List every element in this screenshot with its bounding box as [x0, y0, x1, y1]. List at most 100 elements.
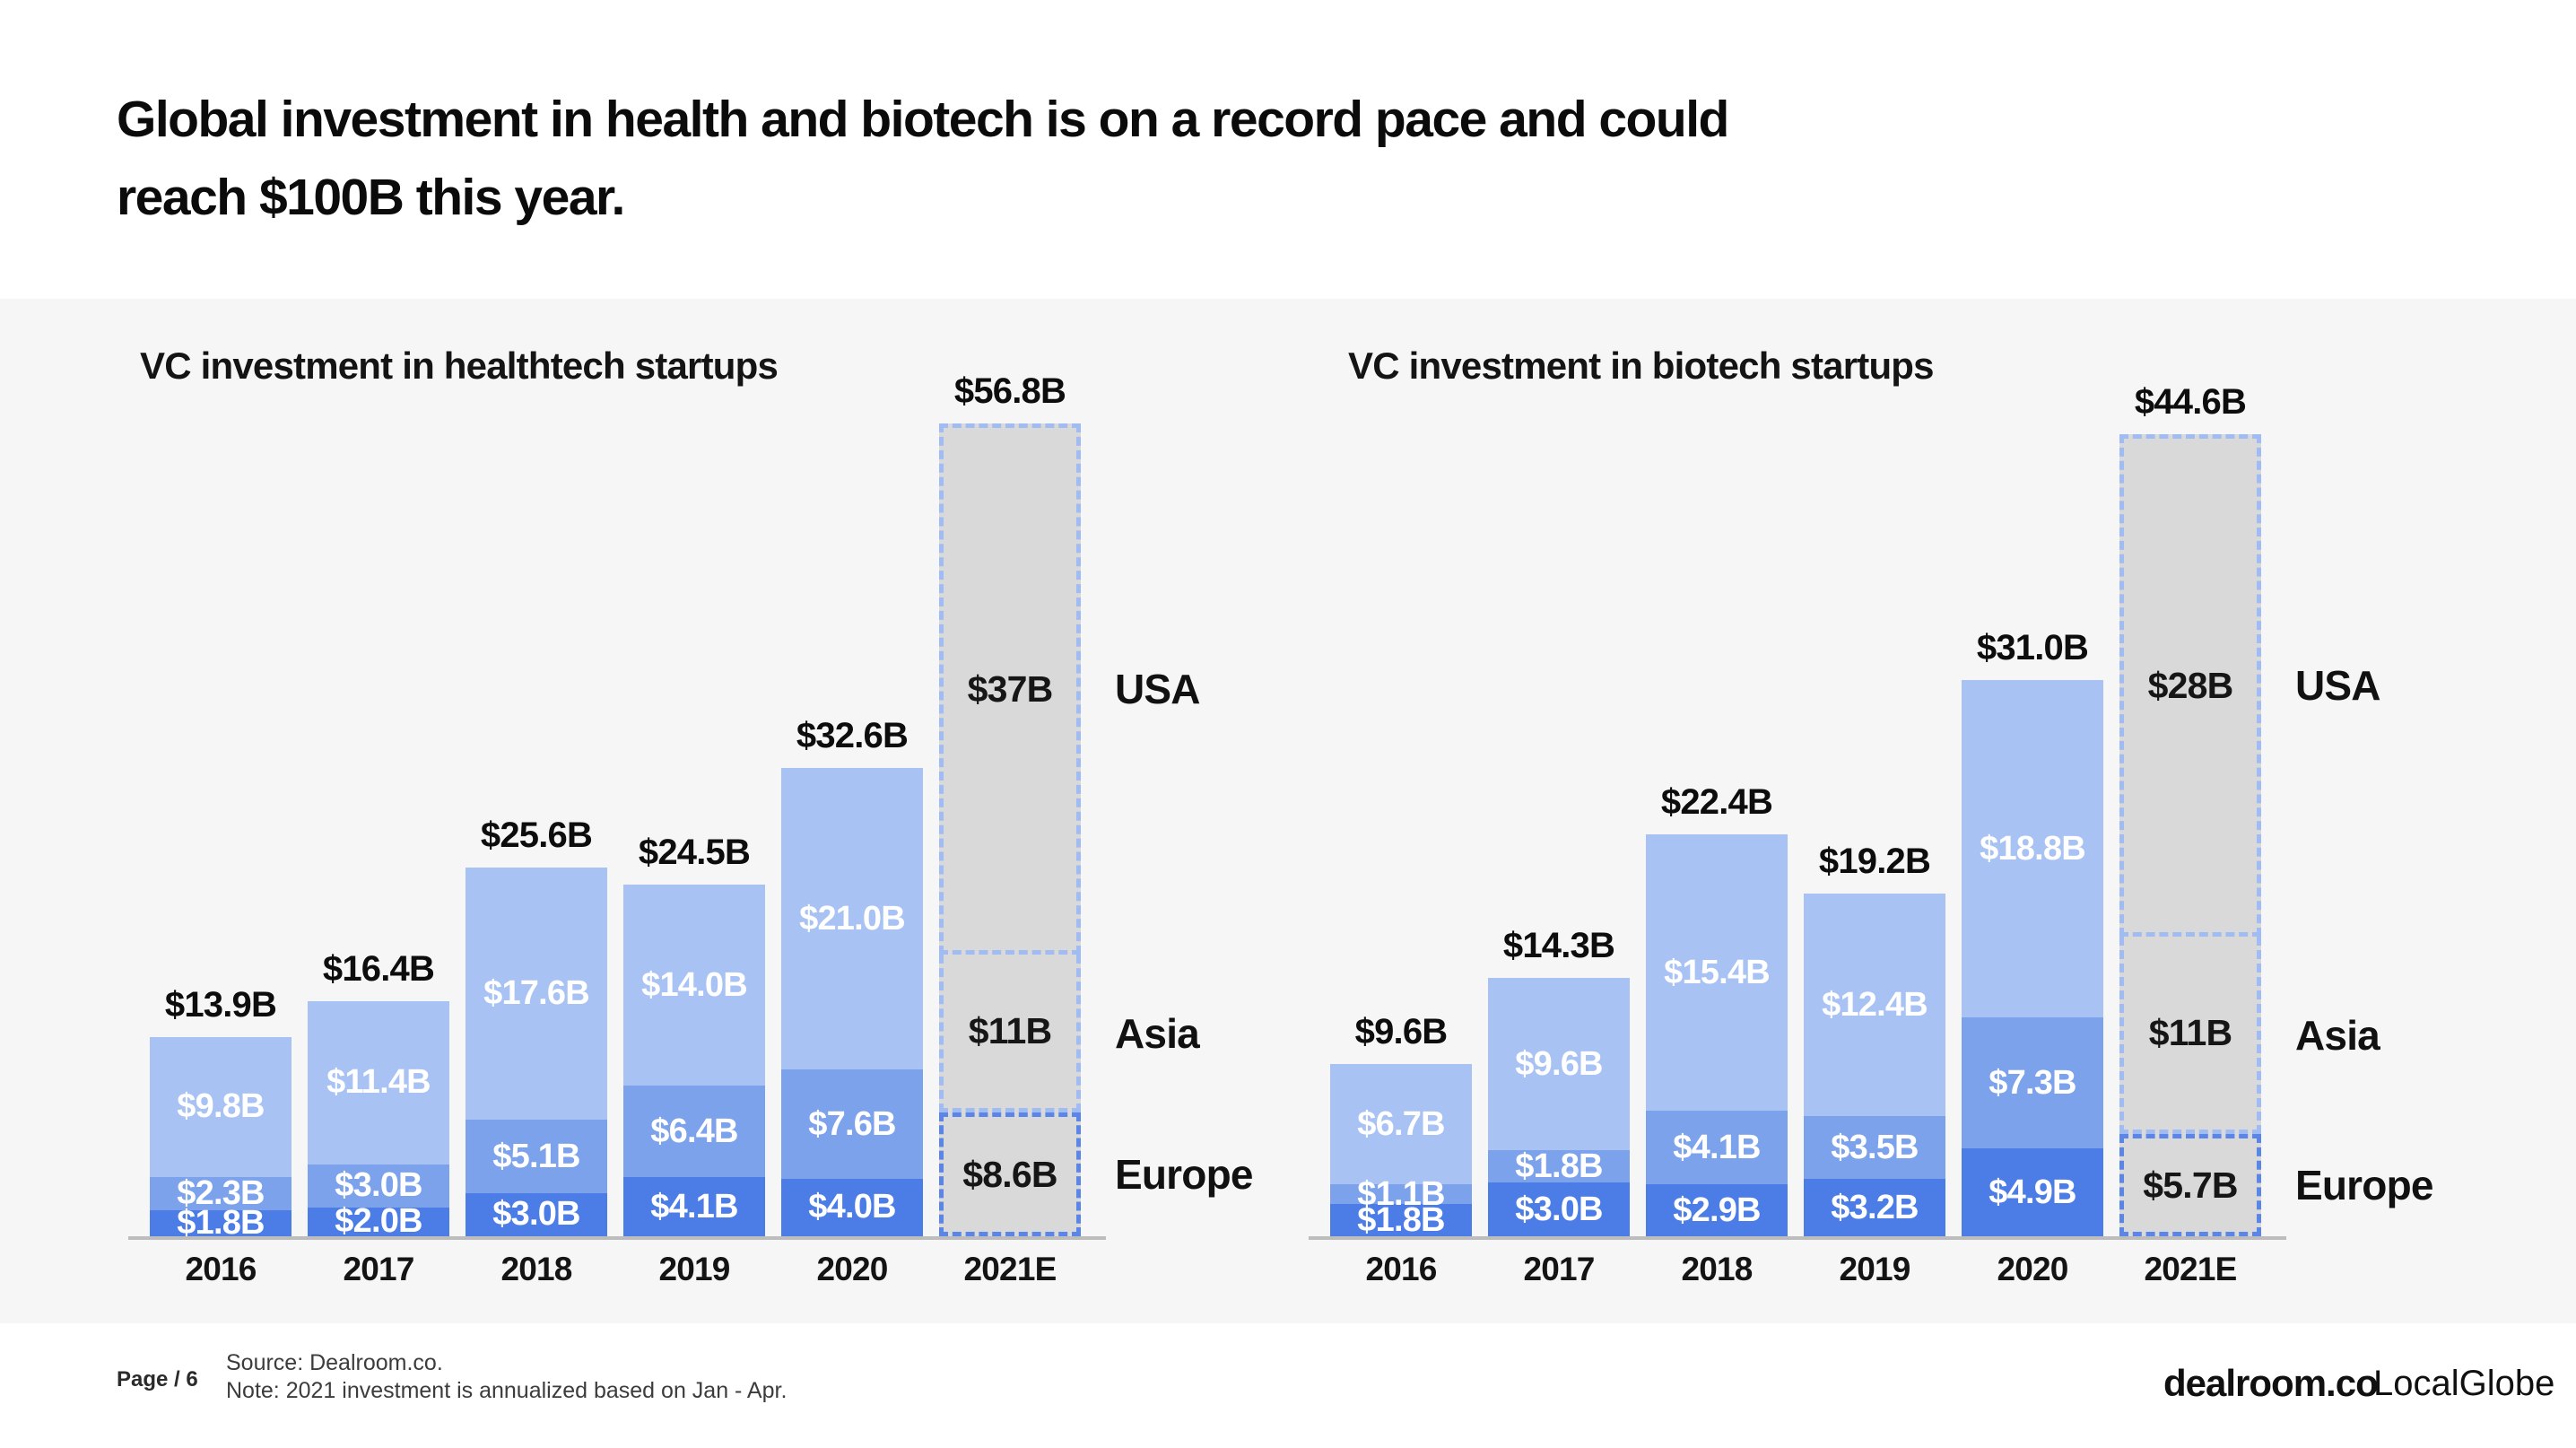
region-label-asia: Asia [1115, 1010, 1200, 1058]
bar-segment-usa: $37B [939, 423, 1081, 955]
region-label-europe: Europe [2295, 1162, 2433, 1208]
source-block: Source: Dealroom.co. Note: 2021 investme… [226, 1349, 787, 1405]
bar-total-label: $22.4B [1660, 782, 1773, 822]
bar-segment-europe: $1.8B [1330, 1201, 1472, 1239]
bar-2017: $9.6B $1.8B $3.0B [1488, 978, 1630, 1236]
axis-line-healthtech [128, 1236, 1106, 1240]
segment-value-label: $8.6B [962, 1153, 1057, 1195]
region-label-usa: USA [2295, 662, 2381, 709]
chart-title-healthtech: VC investment in healthtech startups [140, 345, 779, 387]
axis-line-biotech [1309, 1236, 2286, 1240]
year-label-2019: 2019 [658, 1251, 730, 1287]
bar-2016: $6.7B $1.1B $1.8B [1330, 1064, 1472, 1239]
segment-value-label: $9.6B [1515, 1044, 1603, 1083]
bar-total-label: $56.8B [953, 371, 1066, 412]
segment-value-label: $17.6B [483, 974, 590, 1013]
bar-2017: $11.4B $3.0B $2.0B [308, 1000, 449, 1240]
region-label-usa: USA [1115, 666, 1201, 713]
bar-total-label: $31.0B [1976, 628, 2089, 667]
segment-value-label: $7.6B [808, 1104, 896, 1143]
bar-segment-asia: $2.3B [150, 1174, 292, 1213]
segment-value-label: $37B [967, 667, 1054, 710]
segment-value-label: $18.8B [1980, 829, 2086, 868]
bar-segment-usa: $18.8B [1962, 680, 2103, 1017]
source-note: Source: Dealroom.co. [226, 1350, 443, 1375]
year-label-2017: 2017 [343, 1251, 414, 1287]
bar-segment-usa: $17.6B [466, 867, 607, 1121]
bar-segment-asia: $11B [2119, 937, 2261, 1134]
region-label-europe: Europe [1115, 1151, 1253, 1199]
region-label-asia: Asia [2295, 1012, 2380, 1059]
segment-value-label: $4.1B [650, 1187, 738, 1226]
bar-segment-asia: $7.6B [781, 1069, 923, 1179]
segment-value-label: $11B [968, 1010, 1052, 1052]
bar-segment-europe: $2.9B [1646, 1184, 1788, 1236]
bar-segment-europe: $8.6B [939, 1112, 1081, 1236]
bar-segment-usa: $11.4B [308, 1000, 449, 1165]
chart-title-biotech: VC investment in biotech startups [1348, 345, 1935, 387]
segment-value-label: $1.8B [177, 1204, 265, 1243]
segment-value-label: $7.3B [1989, 1063, 2076, 1102]
bar-2018: $17.6B $5.1B $3.0B [466, 867, 607, 1236]
bar-total-label: $16.4B [322, 948, 435, 989]
bar-segment-asia: $11B [939, 955, 1081, 1113]
year-label-2021e: 2021E [963, 1251, 1057, 1287]
bar-segment-europe: $3.0B [466, 1192, 607, 1236]
estimate-bar-2021e: $28B $11B $5.7B [2119, 434, 2261, 1236]
segment-value-label: $2.0B [335, 1202, 422, 1241]
bar-2020: $18.8B $7.3B $4.9B [1962, 680, 2103, 1236]
bar-segment-europe: $3.2B [1804, 1179, 1945, 1236]
localglobe-logo: LocalGlobe [2373, 1364, 2555, 1403]
slide-header: Global investment in health and biotech … [117, 81, 1729, 237]
segment-value-label: $5.7B [2143, 1164, 2238, 1206]
segment-value-label: $6.7B [1357, 1104, 1445, 1143]
year-label-2019: 2019 [1839, 1251, 1910, 1287]
bar-total-label: $44.6B [2134, 382, 2247, 422]
year-label-2018: 2018 [500, 1251, 572, 1287]
bar-total-label: $25.6B [480, 815, 593, 855]
bar-2018: $15.4B $4.1B $2.9B [1646, 834, 1788, 1236]
bar-segment-europe: $1.8B [150, 1204, 292, 1242]
bar-segment-europe: $4.0B [781, 1178, 923, 1236]
bar-total-label: $9.6B [1354, 1012, 1449, 1051]
bar-2016: $9.8B $2.3B $1.8B [150, 1036, 292, 1242]
bar-2020: $21.0B $7.6B $4.0B [781, 768, 923, 1236]
bar-segment-usa: $28B [2119, 434, 2261, 937]
bar-total-label: $32.6B [796, 716, 909, 756]
bar-segment-usa: $12.4B [1804, 894, 1945, 1116]
segment-value-label: $15.4B [1664, 953, 1771, 991]
segment-value-label: $2.3B [177, 1174, 265, 1213]
page-number: Page / 6 [117, 1367, 198, 1391]
bar-segment-europe: $4.1B [623, 1177, 765, 1236]
bar-segment-asia: $5.1B [466, 1120, 607, 1193]
year-label-2020: 2020 [1997, 1251, 2068, 1287]
segment-value-label: $6.4B [650, 1112, 738, 1150]
bar-segment-asia: $3.0B [308, 1164, 449, 1208]
segment-value-label: $12.4B [1822, 985, 1928, 1024]
segment-value-label: $4.0B [808, 1188, 896, 1226]
segment-value-label: $28B [2147, 664, 2234, 706]
segment-value-label: $11.4B [326, 1063, 431, 1102]
segment-value-label: $5.1B [492, 1137, 580, 1175]
annotation-note: Note: 2021 investment is annualized base… [226, 1378, 788, 1403]
dealroom-logo: dealroom.co [2163, 1362, 2379, 1404]
bar-segment-europe: $4.9B [1962, 1148, 2103, 1236]
segment-value-label: $14.0B [641, 965, 748, 1004]
bar-segment-asia: $1.8B [1488, 1147, 1630, 1185]
segment-value-label: $9.8B [177, 1087, 265, 1126]
bar-segment-usa: $6.7B [1330, 1064, 1472, 1184]
bar-segment-europe: $2.0B [308, 1202, 449, 1240]
segment-value-label: $1.8B [1357, 1200, 1445, 1239]
bar-segment-asia: $3.5B [1804, 1116, 1945, 1179]
segment-value-label: $4.1B [1673, 1128, 1761, 1166]
bar-total-label: $13.9B [164, 984, 277, 1025]
year-label-2020: 2020 [816, 1251, 888, 1287]
segment-value-label: $1.1B [1357, 1174, 1445, 1213]
slide-title-line-2: reach $100B this year. [117, 169, 625, 226]
bar-segment-europe: $5.7B [2119, 1134, 2261, 1236]
bar-total-label: $19.2B [1818, 842, 1931, 881]
segment-value-label: $11B [2148, 1012, 2232, 1053]
